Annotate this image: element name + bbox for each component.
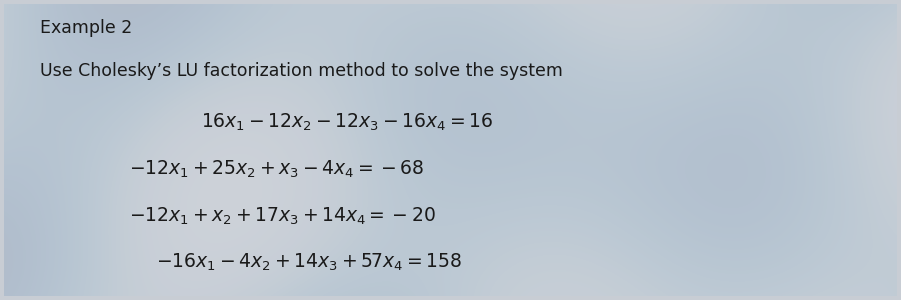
Text: $-16x_1 - 4x_2 + 14x_3 + 57x_4 = 158$: $-16x_1 - 4x_2 + 14x_3 + 57x_4 = 158$ [156, 252, 462, 273]
Text: Use Cholesky’s LU factorization method to solve the system: Use Cholesky’s LU factorization method t… [40, 62, 563, 80]
Text: $-12x_1 + 25x_2 + x_3 - 4x_4 = -68$: $-12x_1 + 25x_2 + x_3 - 4x_4 = -68$ [129, 159, 424, 180]
Text: Example 2: Example 2 [40, 19, 132, 37]
Text: $16x_1 - 12x_2 - 12x_3 - 16x_4 = 16$: $16x_1 - 12x_2 - 12x_3 - 16x_4 = 16$ [201, 112, 493, 134]
Text: $-12x_1 + x_2 + 17x_3 + 14x_4 = -20$: $-12x_1 + x_2 + 17x_3 + 14x_4 = -20$ [129, 206, 436, 227]
